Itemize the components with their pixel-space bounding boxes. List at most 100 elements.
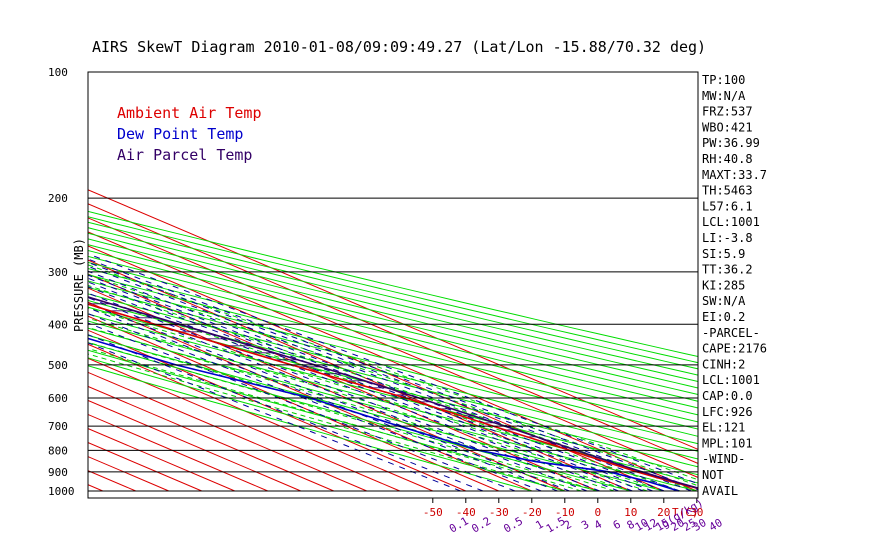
dry-adiabat-line [88,327,697,492]
index-item: L57:6.1 [702,199,753,213]
pressure-tick-label: 600 [48,392,68,405]
mixing-ratio-tick-label: 30 [691,516,709,534]
pressure-tick-label: 500 [48,359,68,372]
dry-adiabat-line [88,216,698,364]
isotherm-line [88,413,268,492]
dry-adiabat-line [88,286,698,445]
dry-adiabat-line [88,244,698,396]
bottom-temp-tick-label: -10 [555,506,575,519]
index-item: LI:-3.8 [702,231,753,245]
mixing-ratio-line [88,297,588,492]
plot-frame [87,71,699,499]
mixing-ratio-tick-label: 10 [633,516,651,534]
index-item: CAP:0.0 [702,389,753,403]
dry-adiabat-line [88,320,698,484]
dry-adiabat-line [88,238,698,389]
mixing-ratio-line [88,334,484,492]
dry-adiabat-line [88,299,698,460]
index-item: -WIND- [702,452,745,466]
isotherm-line [88,343,433,492]
mixing-ratio-tick-label: 12 [642,516,660,534]
index-item: EL:121 [702,421,745,435]
bottom-temp-tick-label: -50 [423,506,443,519]
mixing-ratio-tick-label: 20 [669,516,687,534]
index-item: -PARCEL- [702,326,760,340]
pressure-tick-label: 900 [48,466,68,479]
dry-adiabat-line [88,334,664,492]
bottom-temp-tick-label: -20 [522,506,542,519]
index-item: EI:0.2 [702,310,745,324]
mixing-ratio-line [88,281,633,492]
dry-adiabat-line [88,365,532,492]
dry-adiabat-line [88,210,698,358]
mixing-ratio-tick-label: 4 [592,517,605,532]
index-item: TP:100 [702,73,745,87]
isotherm-line [88,315,499,492]
index-item: NOT [702,468,724,482]
index-item: LCL:1001 [702,373,760,387]
index-item: MPL:101 [702,436,753,450]
index-item: AVAIL [702,484,738,498]
dry-adiabat-line [88,293,698,452]
index-item: KI:285 [702,278,745,292]
pressure-tick-label: 200 [48,192,68,205]
mixing-ratio-tick-label: 6 [611,518,623,533]
dry-adiabat-line [88,221,698,370]
bottom-temp-tick-label: 0 [594,506,601,519]
mixing-ratio-tick-label: 15 [653,516,671,534]
mixing-ratio-line [88,313,542,492]
parcel-line [88,296,698,489]
dry-adiabat-line [88,255,698,409]
bottom-temp-tick-label: 20 [657,506,670,519]
index-item: MAXT:33.7 [702,168,767,182]
dry-adiabat-line [88,313,698,476]
index-item: WBO:421 [702,120,753,134]
bottom-temp-tick-label: -30 [489,506,509,519]
mixing-ratio-line [88,322,516,492]
dewpoint-line [88,337,679,492]
mixing-ratio-line [88,253,698,485]
pressure-tick-label: 1000 [48,485,75,498]
pressure-tick-label: 700 [48,420,68,433]
index-item: RH:40.8 [702,152,753,166]
mixing-ratio-line [88,277,644,492]
isotherm-line [88,371,367,492]
mixing-ratio-tick-label: 25 [681,516,699,534]
pressure-tick-label: 800 [48,444,68,457]
isotherm-line [88,329,466,492]
mixing-ratio-tick-label: 40 [707,516,725,534]
dry-adiabat-line [88,280,698,437]
index-item: SI:5.9 [702,247,745,261]
y-axis-label: PRESSURE (MB) [72,238,86,332]
index-item: SW:N/A [702,294,746,308]
dry-adiabat-line [88,267,698,423]
mixing-ratio-line [88,307,558,492]
legend-parcel: Air Parcel Temp [117,146,252,164]
dry-adiabat-line [88,232,698,383]
isotherm-line [88,301,532,492]
isotherm-line [88,399,301,492]
index-item: MW:N/A [702,89,746,103]
dry-adiabat-line [88,274,698,430]
legend-dewpoint: Dew Point Temp [117,125,243,143]
temp-unit-label: T(C) [672,506,699,519]
index-item: FRZ:537 [702,105,753,119]
bottom-temp-tick-label: 30 [690,506,703,519]
mixing-ratio-line [88,342,461,492]
isotherm-line [88,259,631,492]
index-item: TH:5463 [702,184,753,198]
index-item: CINH:2 [702,357,745,371]
index-item: TT:36.2 [702,263,753,277]
isotherm-line [88,203,698,464]
isotherm-line [88,273,598,492]
dry-adiabat-line [88,342,631,492]
dry-adiabat-line [88,249,698,402]
legend-ambient: Ambient Air Temp [117,104,262,122]
dry-adiabat-line [88,357,565,492]
pressure-tick-label: 100 [48,66,68,79]
mixing-ratio-line [88,292,600,492]
isotherm-line [88,357,400,492]
moist-adiabat-line [88,284,697,492]
